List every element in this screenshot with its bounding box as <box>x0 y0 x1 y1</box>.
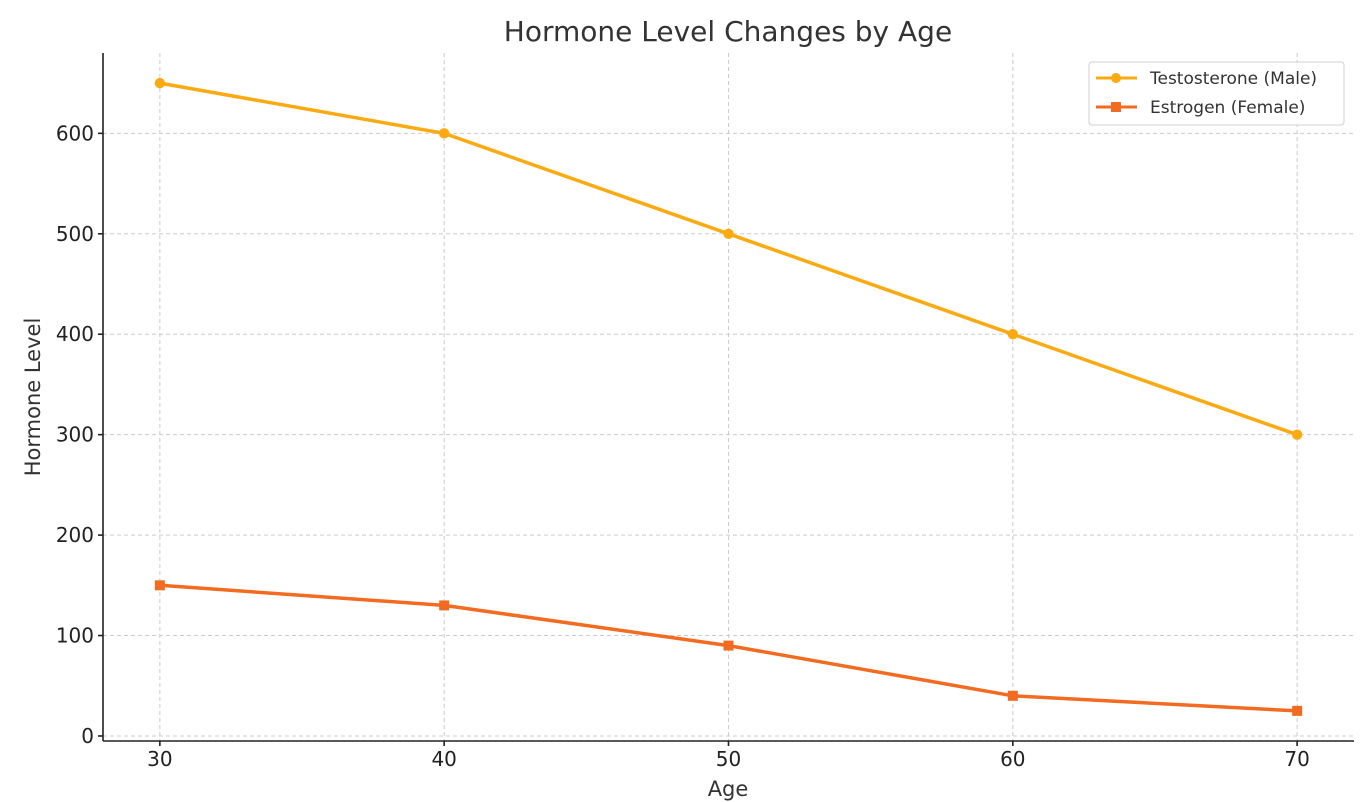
y-tick-label: 100 <box>56 624 94 648</box>
data-point-1 <box>1292 705 1303 716</box>
y-tick-label: 400 <box>56 322 94 346</box>
legend-box <box>1088 61 1345 126</box>
legend-label-testosterone: Testosterone (Male) <box>1149 69 1317 89</box>
legend-label-estrogen: Estrogen (Female) <box>1150 98 1305 118</box>
y-tick-label: 200 <box>56 523 94 547</box>
data-point-1 <box>1007 690 1018 701</box>
data-point-0 <box>1291 429 1303 440</box>
x-tick-label: 40 <box>431 747 456 771</box>
data-point-1 <box>154 580 165 591</box>
y-tick-label: 500 <box>56 222 94 246</box>
data-point-1 <box>439 600 450 611</box>
y-tick-label: 0 <box>81 724 94 748</box>
series-group <box>154 77 1303 716</box>
grid <box>103 53 1354 741</box>
x-tick-label: 70 <box>1284 747 1309 771</box>
x-axis-ticks: 30 40 50 60 70 <box>147 741 1310 771</box>
legend: Testosterone (Male) Estrogen (Female) <box>1088 61 1345 126</box>
y-tick-label: 300 <box>56 423 94 447</box>
x-tick-label: 50 <box>716 747 741 771</box>
y-axis-label: Hormone Level <box>21 318 45 477</box>
x-tick-label: 30 <box>147 747 172 771</box>
y-tick-label: 600 <box>56 121 94 145</box>
data-point-0 <box>154 77 166 89</box>
legend-marker-testosterone <box>1111 73 1121 83</box>
legend-marker-estrogen <box>1111 102 1121 112</box>
y-axis-ticks: 0 100 200 300 400 500 600 <box>56 121 103 748</box>
data-point-0 <box>723 228 734 239</box>
data-point-0 <box>438 128 450 139</box>
data-point-0 <box>1007 329 1019 340</box>
data-point-1 <box>723 640 734 651</box>
x-axis-label: Age <box>708 777 749 801</box>
chart-title: Hormone Level Changes by Age <box>504 15 952 48</box>
x-tick-label: 60 <box>1000 747 1025 771</box>
